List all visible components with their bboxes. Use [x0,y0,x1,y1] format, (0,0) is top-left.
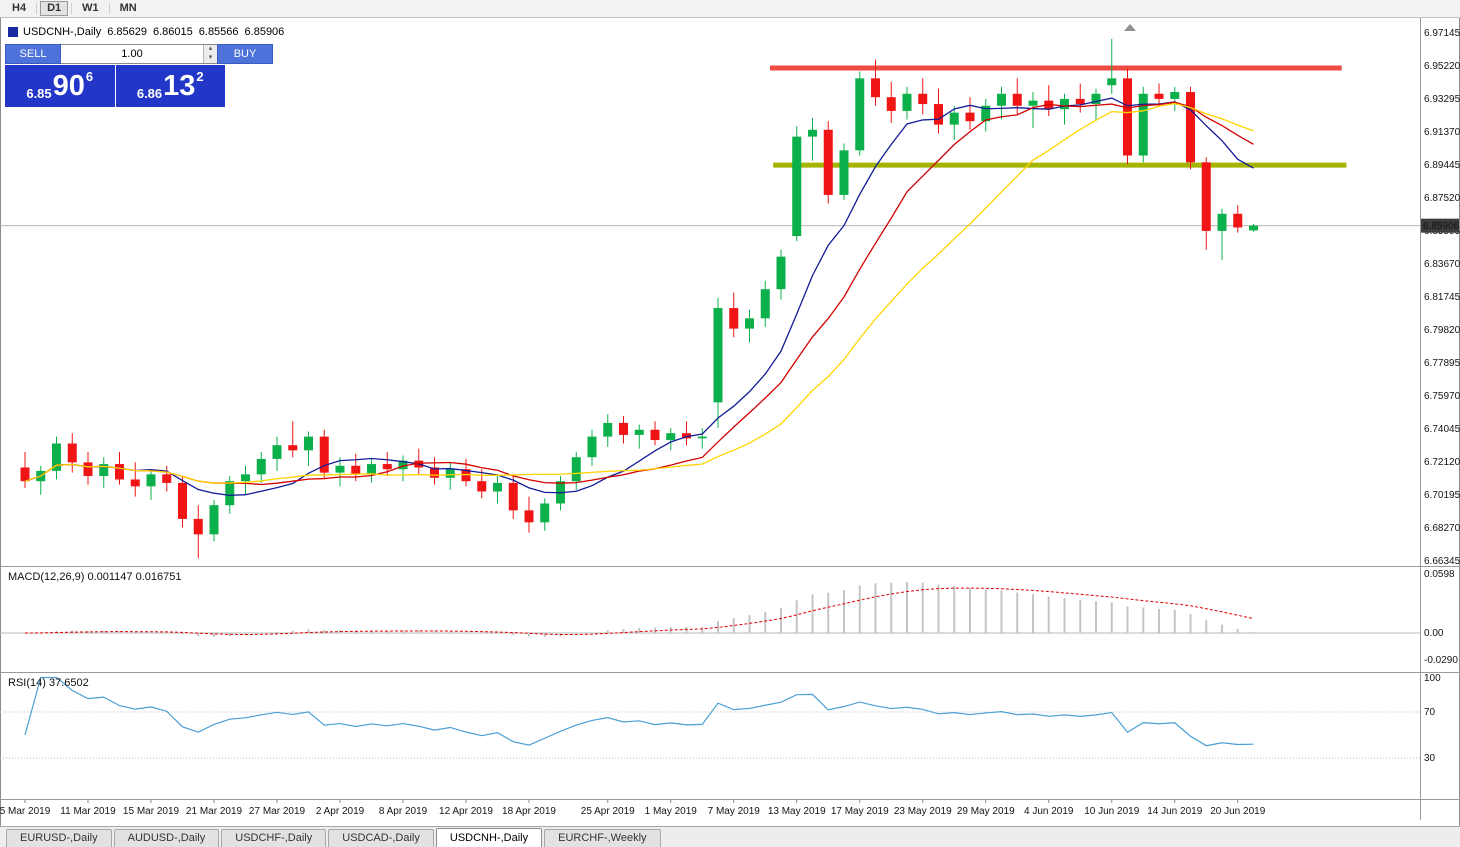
ohlc-open: 6.85629 [107,26,147,38]
price-axis-label: 6.68270 [1424,523,1460,534]
sell-price-pip: 6 [85,69,94,84]
one-click-trading-panel: SELL BUY 6.85 90 6 6.86 13 2 [5,44,273,107]
price-axis-labels: 6.97145 6.95220 6.93295 6.91370 6.89445 6.875… [1424,28,1460,567]
chart-shift-marker[interactable] [1124,24,1136,31]
price-axis-label: 6.87520 [1424,193,1460,204]
ohlc-low: 6.85566 [198,26,239,38]
macd-indicator-label: MACD(12,26,9) 0.001147 0.016751 [8,571,182,583]
symbol-tab-bar: EURUSD-,Daily AUDUSD-,Daily USDCHF-,Daily U… [0,826,1460,847]
symbol-tab-eurusd[interactable]: EURUSD-,Daily [6,829,112,847]
date-axis-label: 21 Mar 2019 [186,806,243,817]
date-axis-label: 14 Jun 2019 [1147,806,1202,817]
date-axis-label: 7 May 2019 [708,806,761,817]
rsi-indicator-label: RSI(14) 37.6502 [8,677,89,689]
date-axis-label: 1 May 2019 [645,806,698,817]
date-axis-label: 17 May 2019 [831,806,889,817]
buy-price-button[interactable]: 6.86 13 2 [115,65,225,107]
sell-button[interactable]: SELL [5,44,61,64]
price-axis-label: 6.74045 [1424,424,1460,435]
chart-icon [8,27,18,37]
date-axis-label: 13 May 2019 [768,806,826,817]
date-axis-label: 2 Apr 2019 [316,806,365,817]
date-axis-label: 29 May 2019 [957,806,1015,817]
price-axis-label: 6.81745 [1424,292,1460,303]
macd-axis-label: 0.0598 [1424,569,1455,580]
symbol-tab-usdcad[interactable]: USDCAD-,Daily [328,829,434,847]
symbol-name: USDCNH-,Daily [23,26,102,38]
date-axis-label: 11 Mar 2019 [60,806,116,817]
current-price-box [1421,218,1459,233]
symbol-tab-usdchf[interactable]: USDCHF-,Daily [221,829,327,847]
price-axis-label: 6.72120 [1424,457,1460,468]
volume-down-icon[interactable] [204,54,217,63]
date-axis-label: 4 Jun 2019 [1024,806,1074,817]
trade-price-row: 6.85 90 6 6.86 13 2 [5,65,225,107]
ohlc-close: 6.85906 [244,26,285,38]
date-axis-label: 20 Jun 2019 [1210,806,1265,817]
buy-button[interactable]: BUY [217,44,273,64]
sell-price-main: 6.85 [26,86,52,101]
candlestick-series [20,38,1258,559]
rsi-axis-label: 100 [1424,673,1441,684]
toolbar-separator [36,3,38,14]
date-axis-label: 12 Apr 2019 [439,806,493,817]
buy-price-big: 13 [163,70,196,102]
price-axis-label: 6.66345 [1424,556,1460,567]
symbol-tab-eurchf[interactable]: EURCHF-,Weekly [544,829,661,847]
price-axis-label: 6.77895 [1424,358,1460,369]
timeframe-button-h4[interactable]: H4 [5,1,33,16]
volume-box [61,44,217,64]
macd-axis-label: -0.0290 [1424,655,1458,666]
ma-21-line [24,102,1254,484]
toolbar-separator [108,3,110,14]
ohlc-high: 6.86015 [153,26,193,38]
price-axis-label: 6.97145 [1424,28,1460,39]
timeframe-button-group: H4 D1 W1 MN [5,1,144,16]
volume-up-icon[interactable] [204,45,217,54]
toolbar-separator [71,3,73,14]
current-price-label: 6.85906 [1423,221,1460,232]
chart-title: USDCNH-,Daily 6.85629 6.86015 6.85566 6.… [8,26,284,38]
date-axis-label: 25 Apr 2019 [581,806,635,817]
trade-controls-row: SELL BUY [5,44,273,64]
price-axis-label: 6.91370 [1424,127,1460,138]
sell-price-big: 90 [52,70,85,102]
rsi-axis-label: 70 [1424,707,1436,718]
symbol-tab-audusd[interactable]: AUDUSD-,Daily [113,829,220,847]
volume-spinner [203,45,217,63]
date-axis-labels: 5 Mar 2019 11 Mar 2019 15 Mar 2019 21 Mar 2… [0,800,1266,817]
date-axis-label: 27 Mar 2019 [249,806,306,817]
macd-signal-line [24,587,1254,636]
rsi-axis-label: 30 [1424,753,1436,764]
rsi-line [24,676,1254,747]
price-axis-label: 6.93295 [1424,94,1460,105]
timeframe-button-mn[interactable]: MN [113,1,144,16]
symbol-tab-usdcnh[interactable]: USDCNH-,Daily [435,828,543,847]
date-axis-label: 8 Apr 2019 [379,806,428,817]
date-axis-label: 18 Apr 2019 [502,806,556,817]
macd-axis-label: 0.00 [1424,628,1444,639]
ma-8-line [24,97,1254,496]
timeframe-button-w1[interactable]: W1 [75,1,106,16]
price-axis-label: 6.70195 [1424,490,1460,501]
price-axis-label: 6.79820 [1424,325,1460,336]
price-axis-label: 6.95220 [1424,61,1460,72]
timeframe-toolbar: H4 D1 W1 MN [0,0,1460,18]
sell-price-button[interactable]: 6.85 90 6 [5,65,115,107]
date-axis-label: 23 May 2019 [894,806,952,817]
timeframe-button-d1[interactable]: D1 [40,1,69,16]
price-axis-label: 6.83670 [1424,259,1460,270]
macd-histogram [39,581,1255,637]
buy-price-main: 6.86 [136,86,163,101]
date-axis-label: 10 Jun 2019 [1084,806,1139,817]
date-axis-label: 5 Mar 2019 [0,806,51,817]
price-axis-label: 6.89445 [1424,160,1460,171]
buy-price-pip: 2 [196,69,204,84]
date-axis-label: 15 Mar 2019 [123,806,180,817]
price-axis-label: 6.75970 [1424,391,1460,402]
volume-input[interactable] [61,45,203,63]
